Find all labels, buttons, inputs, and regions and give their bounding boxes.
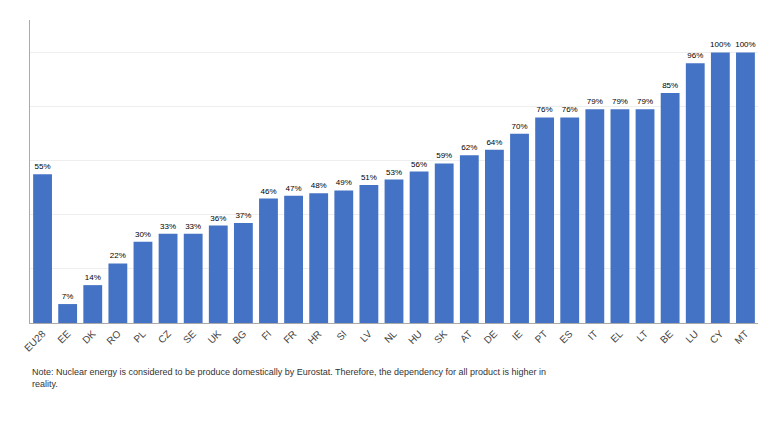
svg-text:BE: BE — [658, 328, 675, 345]
svg-text:96%: 96% — [687, 51, 703, 60]
svg-text:LT: LT — [634, 328, 650, 344]
svg-text:EE: EE — [55, 328, 72, 345]
svg-text:33%: 33% — [160, 222, 176, 231]
svg-text:AT: AT — [458, 328, 474, 344]
svg-text:DK: DK — [80, 328, 98, 346]
svg-text:100%: 100% — [735, 40, 755, 49]
svg-text:37%: 37% — [235, 211, 251, 220]
svg-text:100%: 100% — [710, 40, 730, 49]
svg-text:IT: IT — [586, 328, 600, 342]
svg-text:62%: 62% — [461, 143, 477, 152]
svg-text:HU: HU — [406, 328, 424, 346]
svg-text:56%: 56% — [411, 160, 427, 169]
svg-text:76%: 76% — [562, 105, 578, 114]
svg-text:SI: SI — [334, 328, 348, 342]
svg-text:48%: 48% — [311, 181, 327, 190]
svg-text:NL: NL — [382, 328, 399, 345]
svg-text:DE: DE — [482, 328, 500, 346]
svg-text:64%: 64% — [486, 138, 502, 147]
svg-text:CY: CY — [708, 328, 726, 346]
svg-text:53%: 53% — [386, 168, 402, 177]
svg-text:79%: 79% — [612, 97, 628, 106]
svg-text:LU: LU — [683, 328, 700, 345]
svg-text:Note: Nuclear energy is consid: Note: Nuclear energy is considered to be… — [32, 367, 546, 389]
svg-text:76%: 76% — [537, 105, 553, 114]
svg-text:22%: 22% — [110, 251, 126, 260]
svg-text:IE: IE — [510, 328, 525, 343]
svg-text:RO: RO — [104, 328, 123, 347]
svg-text:14%: 14% — [85, 273, 101, 282]
svg-text:EU28: EU28 — [22, 328, 48, 354]
svg-text:47%: 47% — [286, 184, 302, 193]
svg-text:59%: 59% — [436, 151, 452, 160]
svg-text:PL: PL — [131, 328, 148, 345]
svg-text:46%: 46% — [260, 187, 276, 196]
svg-text:55%: 55% — [35, 162, 51, 171]
svg-text:EL: EL — [608, 328, 625, 345]
svg-text:UK: UK — [206, 328, 224, 346]
svg-text:HR: HR — [306, 328, 324, 346]
svg-text:FI: FI — [259, 328, 273, 342]
svg-text:BG: BG — [230, 328, 248, 346]
svg-text:SE: SE — [181, 328, 198, 345]
svg-text:85%: 85% — [662, 81, 678, 90]
svg-text:PT: PT — [533, 328, 550, 345]
svg-text:70%: 70% — [512, 122, 528, 131]
svg-text:7%: 7% — [62, 292, 74, 301]
svg-text:33%: 33% — [185, 222, 201, 231]
svg-text:SK: SK — [432, 328, 449, 345]
svg-text:30%: 30% — [135, 230, 151, 239]
svg-text:79%: 79% — [637, 97, 653, 106]
svg-text:79%: 79% — [587, 97, 603, 106]
svg-text:CZ: CZ — [156, 328, 173, 345]
svg-text:ES: ES — [557, 328, 574, 345]
svg-text:MT: MT — [732, 328, 750, 346]
svg-text:36%: 36% — [210, 214, 226, 223]
svg-text:49%: 49% — [336, 178, 352, 187]
svg-text:51%: 51% — [361, 173, 377, 182]
svg-text:FR: FR — [281, 328, 298, 345]
svg-text:LV: LV — [358, 328, 374, 344]
